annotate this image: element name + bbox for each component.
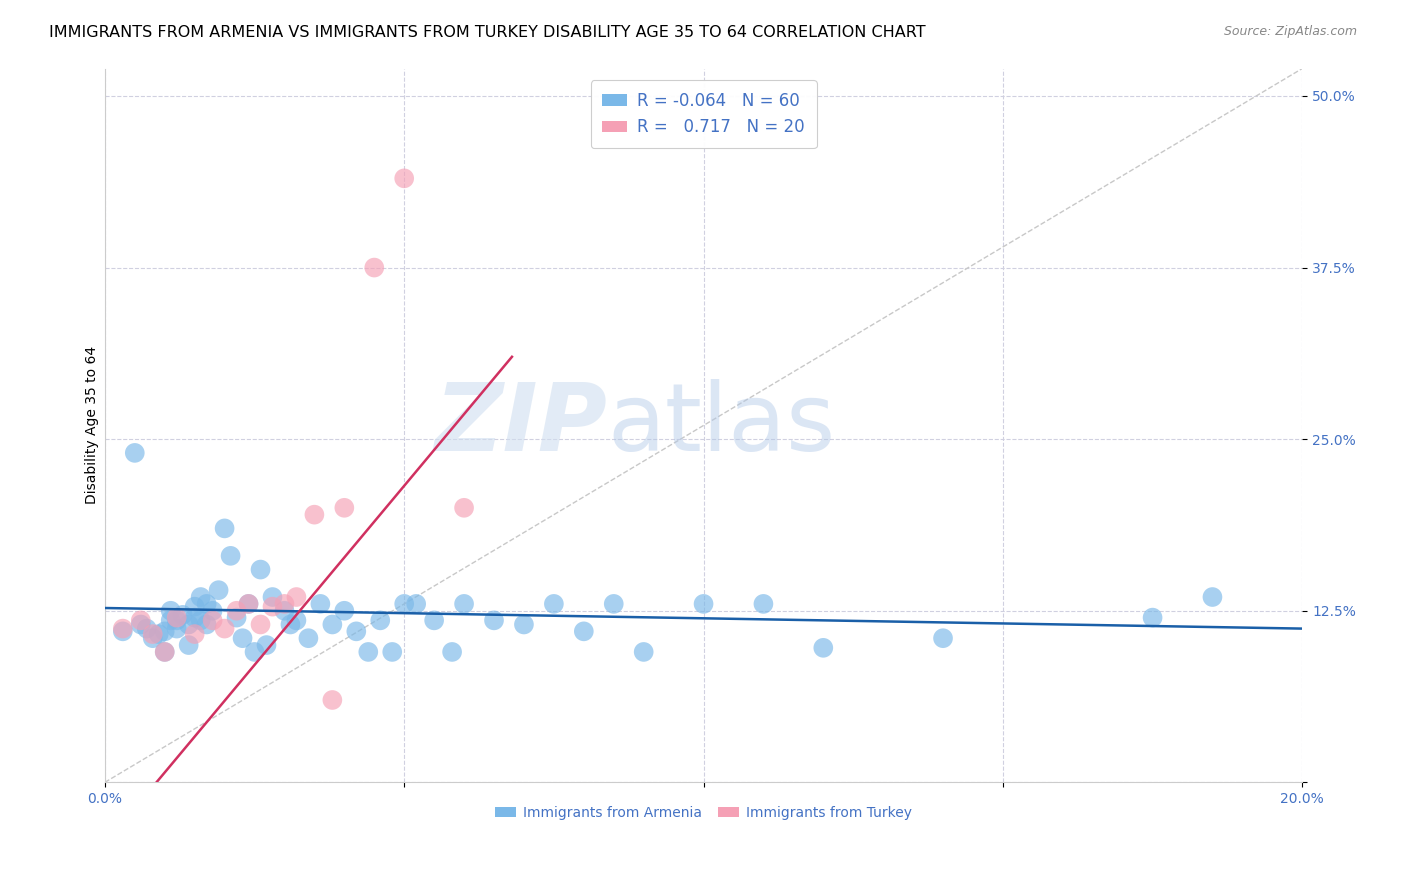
Legend: Immigrants from Armenia, Immigrants from Turkey: Immigrants from Armenia, Immigrants from… — [489, 800, 918, 825]
Point — [249, 617, 271, 632]
Point — [543, 597, 565, 611]
Point — [256, 638, 278, 652]
Point — [166, 613, 188, 627]
Point — [172, 607, 194, 622]
Point — [177, 638, 200, 652]
Point — [190, 613, 212, 627]
Point — [201, 613, 224, 627]
Point — [932, 631, 955, 645]
Point — [225, 604, 247, 618]
Point — [285, 590, 308, 604]
Point — [453, 597, 475, 611]
Point — [148, 627, 170, 641]
Point — [135, 622, 157, 636]
Point — [381, 645, 404, 659]
Point — [363, 260, 385, 275]
Point — [405, 597, 427, 611]
Point — [201, 604, 224, 618]
Point — [183, 627, 205, 641]
Point — [166, 622, 188, 636]
Point — [321, 693, 343, 707]
Point — [238, 597, 260, 611]
Point — [333, 604, 356, 618]
Point — [813, 640, 835, 655]
Point — [309, 597, 332, 611]
Point — [513, 617, 536, 632]
Point — [177, 617, 200, 632]
Point — [297, 631, 319, 645]
Text: atlas: atlas — [607, 379, 837, 472]
Point — [111, 622, 134, 636]
Point — [166, 610, 188, 624]
Point — [153, 645, 176, 659]
Point — [423, 613, 446, 627]
Point — [333, 500, 356, 515]
Point — [280, 617, 302, 632]
Point — [273, 604, 295, 618]
Point — [195, 597, 218, 611]
Point — [482, 613, 505, 627]
Point — [357, 645, 380, 659]
Point — [344, 624, 367, 639]
Point — [368, 613, 391, 627]
Point — [219, 549, 242, 563]
Point — [262, 599, 284, 614]
Point — [232, 631, 254, 645]
Point — [262, 590, 284, 604]
Point — [142, 627, 165, 641]
Point — [207, 583, 229, 598]
Point — [603, 597, 626, 611]
Point — [304, 508, 326, 522]
Point — [243, 645, 266, 659]
Point — [142, 631, 165, 645]
Text: IMMIGRANTS FROM ARMENIA VS IMMIGRANTS FROM TURKEY DISABILITY AGE 35 TO 64 CORREL: IMMIGRANTS FROM ARMENIA VS IMMIGRANTS FR… — [49, 25, 925, 40]
Point — [392, 171, 415, 186]
Point — [633, 645, 655, 659]
Point — [1201, 590, 1223, 604]
Point — [238, 597, 260, 611]
Point — [572, 624, 595, 639]
Point — [692, 597, 714, 611]
Point — [1142, 610, 1164, 624]
Point — [285, 613, 308, 627]
Point — [453, 500, 475, 515]
Point — [225, 610, 247, 624]
Point — [214, 622, 236, 636]
Point — [153, 624, 176, 639]
Point — [214, 521, 236, 535]
Point — [183, 599, 205, 614]
Point — [129, 613, 152, 627]
Point — [124, 446, 146, 460]
Point — [273, 597, 295, 611]
Point — [752, 597, 775, 611]
Point — [159, 604, 181, 618]
Point — [321, 617, 343, 632]
Point — [159, 613, 181, 627]
Point — [190, 590, 212, 604]
Point — [392, 597, 415, 611]
Point — [183, 610, 205, 624]
Point — [153, 645, 176, 659]
Point — [249, 563, 271, 577]
Y-axis label: Disability Age 35 to 64: Disability Age 35 to 64 — [86, 346, 100, 505]
Point — [441, 645, 464, 659]
Text: ZIP: ZIP — [434, 379, 607, 472]
Point — [111, 624, 134, 639]
Text: Source: ZipAtlas.com: Source: ZipAtlas.com — [1223, 25, 1357, 38]
Point — [195, 617, 218, 632]
Point — [129, 617, 152, 632]
